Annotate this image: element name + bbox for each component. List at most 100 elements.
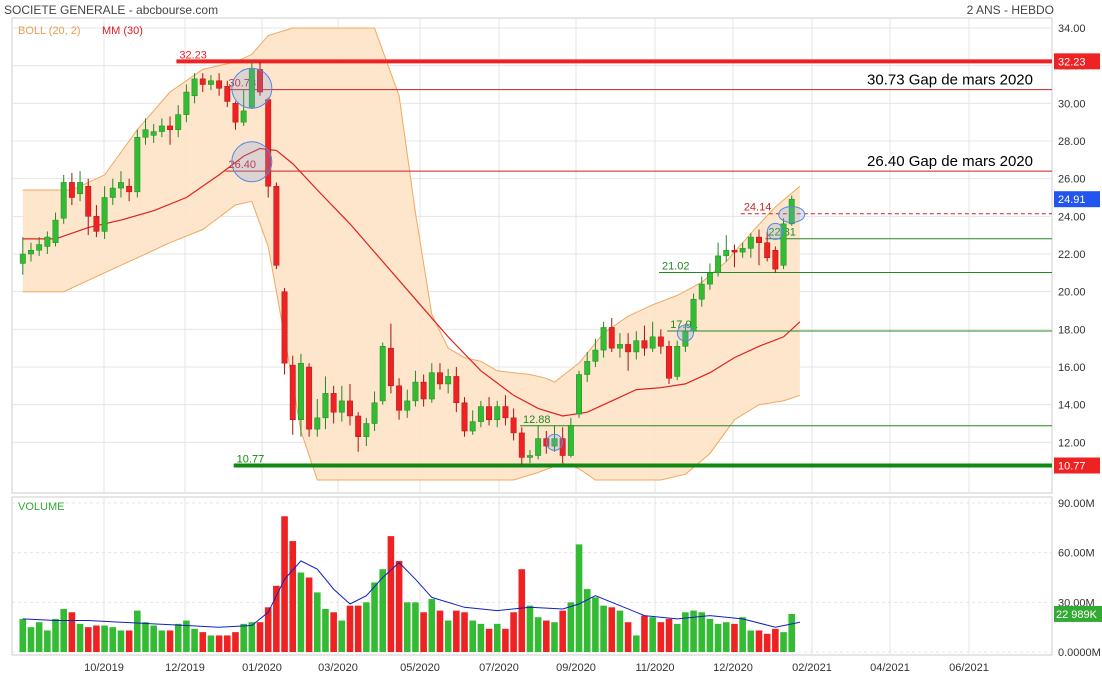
candle — [780, 218, 787, 270]
volume-bar — [624, 622, 632, 652]
price-tick-label: 26.00 — [1058, 174, 1086, 186]
volume-bar — [199, 632, 207, 652]
candle — [216, 73, 223, 96]
volume-bar — [44, 630, 51, 652]
candle — [420, 374, 427, 407]
volume-bar — [330, 612, 337, 652]
candle-body — [780, 223, 787, 266]
candle — [183, 84, 190, 123]
candle-body — [207, 80, 214, 85]
candle-body — [788, 198, 795, 225]
candle-body — [600, 327, 607, 351]
volume-bar — [109, 627, 117, 652]
candle-body — [608, 327, 615, 349]
volume-bar — [305, 577, 313, 652]
volume-bar — [84, 627, 92, 652]
price-tag-label: 10.77 — [1058, 460, 1086, 472]
price-tick-label: 12.00 — [1058, 437, 1086, 449]
candle — [248, 61, 255, 109]
candle — [715, 242, 722, 277]
volume-bar — [166, 630, 174, 652]
candle — [28, 242, 34, 262]
candle — [363, 417, 370, 447]
x-tick-label: 03/2020 — [318, 662, 358, 674]
volume-bar — [461, 612, 468, 652]
candle — [723, 235, 730, 262]
level-label: 26.40 — [228, 159, 256, 171]
candle — [461, 397, 468, 437]
candle — [297, 353, 304, 437]
candle — [158, 118, 165, 138]
level-annotation: 26.40 Gap de mars 2020 — [867, 153, 1033, 170]
highlight-circle — [676, 324, 694, 342]
x-tick-label: 04/2021 — [870, 662, 910, 674]
bollinger-upper-line — [22, 27, 801, 383]
candle-body — [412, 381, 419, 402]
candle — [486, 397, 493, 426]
candle — [698, 276, 705, 307]
candle-body — [363, 423, 370, 437]
price-tick-label: 22.00 — [1058, 249, 1086, 261]
candle — [527, 449, 533, 464]
candle-body — [322, 393, 329, 419]
volume-bar — [518, 569, 526, 652]
candle — [445, 368, 452, 394]
candle — [101, 186, 108, 239]
candle — [347, 383, 353, 426]
volume-bar — [289, 541, 297, 652]
x-tick-label: 12/2019 — [165, 662, 205, 674]
volume-bar — [224, 635, 231, 652]
candle — [616, 333, 623, 358]
candle-body — [445, 376, 452, 385]
volume-bar — [682, 612, 689, 652]
candle — [551, 425, 558, 452]
candle — [494, 400, 501, 428]
candle — [469, 410, 476, 435]
candle — [118, 171, 124, 198]
volume-bar — [412, 602, 419, 652]
level-label: 21.02 — [662, 260, 690, 272]
x-tick-label: 02/2021 — [792, 662, 832, 674]
chart-title: SOCIETE GENERALE - abcbourse.com — [4, 3, 219, 17]
candle — [437, 363, 443, 390]
volume-bar — [763, 633, 771, 652]
candle-body — [437, 372, 443, 385]
candle — [576, 370, 582, 418]
candle-body — [379, 346, 386, 402]
candle-body — [216, 80, 223, 89]
candle-body — [453, 376, 460, 404]
price-tick-label: 24.00 — [1058, 211, 1086, 223]
volume-bar — [371, 582, 378, 652]
candle-body — [731, 249, 738, 253]
candle-body — [77, 182, 84, 194]
volume-bar — [722, 622, 730, 652]
candle — [142, 118, 149, 145]
volume-bar — [583, 589, 591, 652]
candle-body — [404, 400, 411, 411]
level-label: 32.23 — [179, 49, 207, 61]
candle-body — [134, 136, 141, 193]
volume-bar — [485, 628, 493, 652]
volume-bar — [142, 622, 149, 652]
volume-bar — [493, 623, 501, 652]
volume-bar — [788, 613, 796, 652]
candle — [772, 246, 779, 273]
candle-body — [142, 129, 149, 138]
x-tick-label: 06/2021 — [949, 662, 989, 674]
candle-body — [330, 393, 337, 413]
volume-bar — [641, 615, 648, 652]
x-tick-label: 12/2020 — [713, 662, 753, 674]
highlight-circle — [231, 141, 273, 183]
volume-bar — [338, 620, 346, 652]
candle — [518, 427, 525, 465]
period-label: 2 ANS - HEBDO — [966, 3, 1054, 17]
candle-body — [633, 340, 640, 353]
price-tag — [1054, 53, 1100, 70]
volume-bar — [363, 602, 370, 652]
candle — [36, 237, 43, 256]
volume-bar — [134, 610, 141, 652]
candle-body — [657, 336, 664, 347]
x-tick-label: 01/2020 — [242, 662, 282, 674]
candle-body — [396, 385, 403, 411]
volume-bar — [93, 625, 100, 652]
